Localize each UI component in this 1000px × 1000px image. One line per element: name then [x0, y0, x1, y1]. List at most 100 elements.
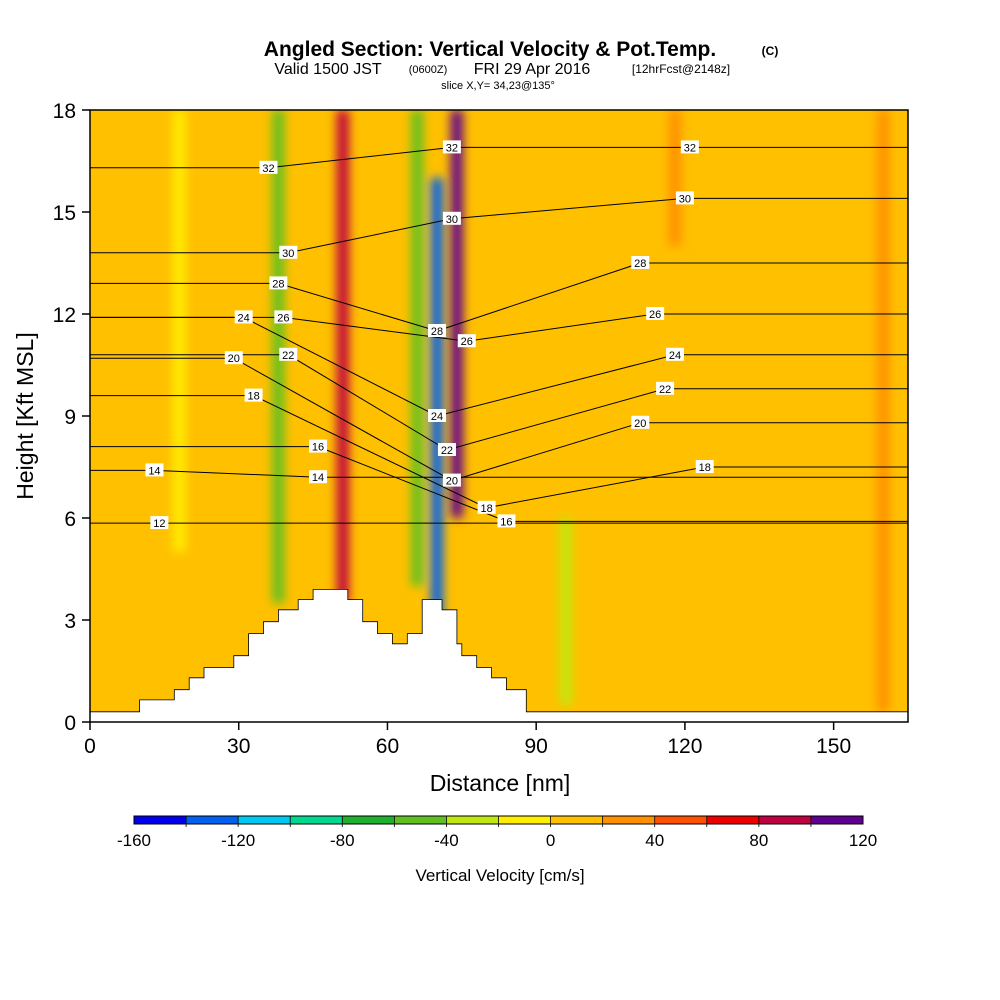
contour-label: 24 [238, 312, 250, 324]
contour-label-box [457, 334, 476, 348]
colorbar-swatch [498, 816, 551, 824]
contour-label-box [656, 381, 675, 395]
contour-label: 22 [282, 350, 294, 362]
velocity-feature-3 [336, 110, 349, 603]
contour-label: 18 [480, 503, 492, 515]
y-tick-label: 6 [64, 508, 76, 531]
contour-label: 16 [312, 442, 324, 454]
slice-info: slice X,Y= 34,23@135° [441, 80, 555, 92]
contour-label-box [274, 310, 293, 324]
x-axis-label: Distance [nm] [430, 770, 571, 796]
y-tick-label: 12 [53, 304, 76, 327]
velocity-field [90, 110, 908, 722]
contour-label-box [150, 516, 169, 530]
contour-label-box [269, 276, 288, 290]
contour-label-box [309, 439, 328, 453]
chart-title-unit: (C) [762, 44, 779, 58]
x-tick-label: 90 [525, 735, 548, 758]
valid-time: Valid 1500 JST [274, 61, 382, 78]
contour-label-box [631, 415, 650, 429]
contour-label: 32 [684, 142, 696, 154]
colorbar-tick-label: -40 [434, 831, 459, 850]
y-tick-label: 3 [64, 610, 76, 633]
contour-label: 26 [649, 309, 661, 321]
terrain-mask [89, 589, 909, 723]
x-tick-label: 30 [227, 735, 250, 758]
y-tick-label: 15 [53, 202, 76, 225]
contour-label: 30 [679, 193, 691, 205]
contour-label: 32 [446, 142, 458, 154]
contour-label-box [259, 160, 278, 174]
velocity-feature-0 [98, 110, 111, 712]
contour-labels: 12 14 14 16 16 18 18 18 20 20 20 22 22 22 24 24 24 26 26 26… [145, 140, 714, 530]
velocity-feature-2 [272, 110, 285, 603]
colorbar-swatch [706, 816, 759, 824]
contour-label: 28 [431, 326, 443, 338]
contour-label: 28 [634, 258, 646, 270]
velocity-feature-5 [431, 178, 444, 620]
colorbar-swatch [550, 816, 603, 824]
contour-label-box [442, 473, 461, 487]
contour-label-box [428, 324, 447, 337]
colorbar-tick-label: -80 [330, 831, 355, 850]
colorbar-label: Vertical Velocity [cm/s] [415, 866, 584, 885]
contour-label-box [224, 351, 243, 365]
colorbar-swatch [238, 816, 291, 824]
colorbar-tick-label: 0 [546, 831, 555, 850]
x-tick-label: 60 [376, 735, 399, 758]
contour-label-box [442, 211, 461, 225]
contour-label: 22 [441, 445, 453, 457]
contour-label-box [437, 443, 456, 456]
contour-label: 14 [312, 472, 324, 484]
forecast-info: [12hrFcst@2148z] [632, 62, 730, 76]
contour-label: 20 [634, 418, 646, 430]
contour-label: 16 [500, 516, 512, 528]
colorbar-swatch [186, 816, 239, 824]
contour-label-box [477, 500, 496, 514]
valid-utc: (0600Z) [409, 64, 448, 76]
colorbar-tick-label: 120 [849, 831, 877, 850]
x-axis-ticks: 0 30 60 90 120 150 [84, 722, 851, 758]
y-axis-label: Height [Kft MSL] [12, 332, 38, 499]
contour-label: 22 [659, 384, 671, 396]
colorbar: -160 -120 -80 -40 0 40 80 120 [117, 815, 877, 850]
colorbar-tick-label: 40 [645, 831, 664, 850]
y-tick-label: 18 [53, 100, 76, 123]
colorbar-tick-label: 80 [749, 831, 768, 850]
contour-label-box [442, 140, 461, 154]
contour-label: 30 [282, 248, 294, 260]
contour-line-16 [90, 446, 908, 522]
x-tick-label: 120 [667, 735, 702, 758]
y-tick-label: 9 [64, 406, 76, 429]
x-tick-label: 150 [816, 735, 851, 758]
contour-label: 30 [446, 214, 458, 226]
contour-label-box [631, 256, 650, 269]
valid-date: FRI 29 Apr 2016 [474, 61, 591, 78]
contour-label: 20 [446, 476, 458, 488]
y-tick-label: 0 [64, 712, 76, 735]
velocity-feature-1 [173, 110, 186, 552]
velocity-feature-8 [668, 110, 681, 246]
colorbar-swatch [446, 816, 499, 824]
contour-label-box [675, 191, 694, 205]
contour-label-box [428, 409, 447, 422]
contour-label: 32 [262, 163, 274, 175]
contour-label: 14 [148, 465, 160, 477]
contour-label: 26 [277, 312, 289, 324]
colorbar-swatch [810, 816, 863, 824]
colorbar-swatch [654, 816, 707, 824]
contour-label: 28 [272, 278, 284, 290]
contour-line-14 [90, 469, 908, 478]
contour-label-box [680, 140, 699, 154]
velocity-feature-7 [559, 518, 572, 705]
colorbar-tick-label: -120 [221, 831, 255, 850]
contour-label: 26 [461, 336, 473, 348]
velocity-feature-9 [877, 110, 890, 712]
contour-label-box [665, 347, 684, 361]
colorbar-swatch [342, 816, 395, 824]
contour-label-box [497, 514, 516, 528]
contour-label: 24 [431, 411, 443, 423]
colorbar-swatch [394, 816, 447, 824]
field-background [90, 110, 908, 722]
